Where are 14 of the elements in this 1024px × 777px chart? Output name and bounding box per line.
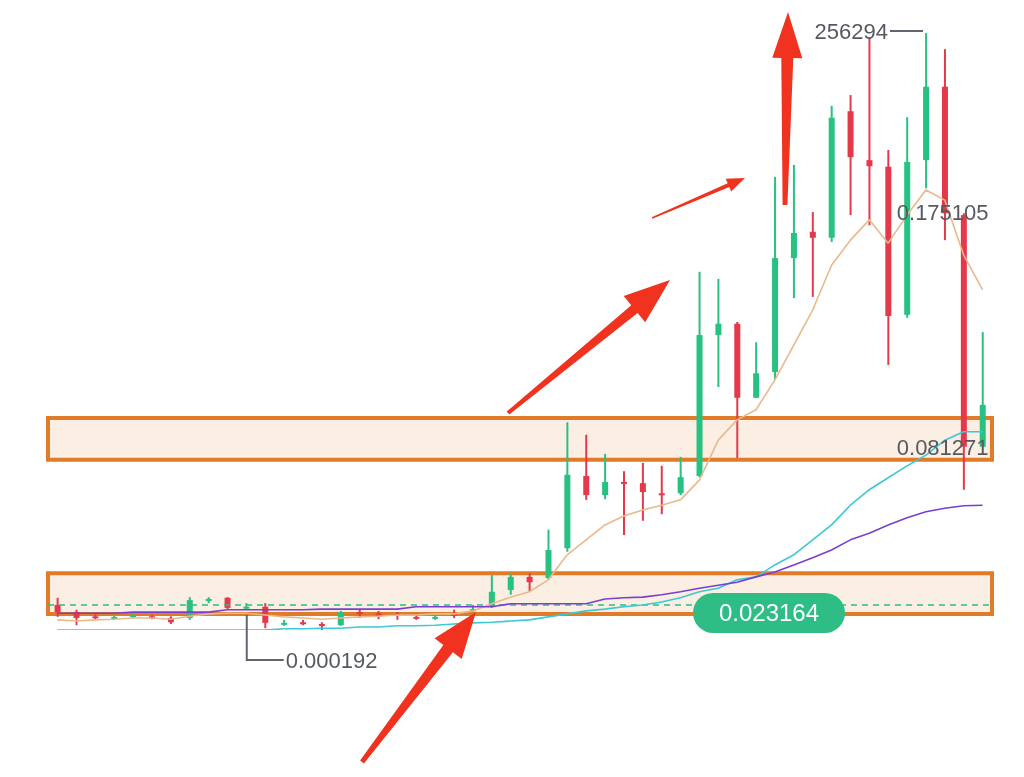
annotation: 0.023164 xyxy=(718,598,820,626)
candlestick xyxy=(507,572,514,596)
candlestick xyxy=(715,277,722,389)
candlestick xyxy=(54,596,61,618)
candlestick xyxy=(526,572,533,593)
candlestick xyxy=(583,433,590,501)
annotation: 256294 xyxy=(814,19,888,44)
candlestick xyxy=(639,461,646,522)
candlestick xyxy=(602,452,609,501)
text: 0.000192 xyxy=(285,648,378,673)
candlestick xyxy=(658,464,665,516)
candlestick xyxy=(677,455,684,497)
candlestick xyxy=(621,470,628,537)
candlestick xyxy=(809,211,816,298)
